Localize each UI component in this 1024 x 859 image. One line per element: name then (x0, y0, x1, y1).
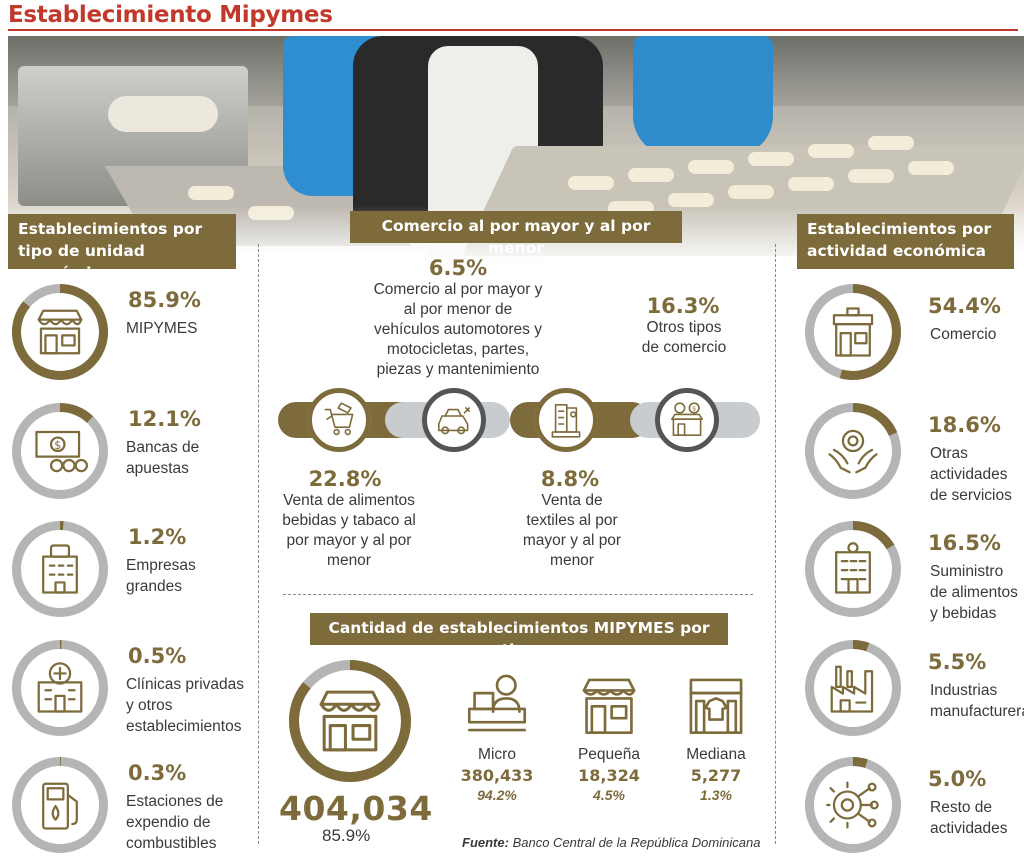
right-label-1: Comercio (930, 326, 997, 343)
left-ring-2: $ (12, 403, 108, 499)
left-ring-4 (12, 640, 108, 736)
type-pct-1: 94.2% (477, 787, 517, 803)
center-bubble-4: $ (655, 388, 719, 452)
source-note: Fuente: Banco Central de la República Do… (462, 835, 760, 850)
left-pct-1: 85.9% (128, 288, 201, 312)
left-label-5: Estaciones de expendio de combustibles (126, 793, 224, 852)
left-pct-5: 0.3% (128, 761, 187, 785)
source-label: Fuente: (462, 835, 509, 850)
ring-value-arc (289, 660, 411, 782)
left-label-3: Empresas grandes (126, 557, 196, 595)
center-pct-1: 22.8% (308, 467, 382, 491)
type-count-3: 5,277 (690, 766, 742, 785)
svg-text:$: $ (692, 404, 696, 412)
center-panel-header: Comercio al por mayor y al por menor (350, 211, 682, 257)
center-bubble-1 (307, 388, 371, 452)
office-building-icon (32, 541, 88, 597)
hotel-icon (825, 541, 881, 597)
ring-value-arc (805, 403, 901, 499)
mipymes-total-ring (289, 660, 411, 782)
right-label-3: Suministro de alimentos y bebidas (930, 563, 1018, 622)
type-name-1: Micro (478, 746, 516, 763)
type-pct-3: 1.3% (700, 787, 732, 803)
center-pct-3: 8.8% (540, 467, 600, 491)
ring-value-arc (805, 521, 901, 617)
center-label-1: Venta de alimentos bebidas y tabaco al p… (282, 492, 416, 569)
ring-value-arc (12, 757, 108, 853)
divider-center (283, 594, 753, 595)
gear-network-icon (825, 777, 881, 833)
commerce-icon: $ (667, 400, 707, 440)
page-title: Establecimiento Mipymes (8, 2, 333, 28)
right-label-4: Industrias manufactureras (930, 682, 1024, 720)
ring-value-arc (805, 284, 901, 380)
type-pct-2: 4.5% (593, 787, 625, 803)
ring-value-arc (805, 757, 901, 853)
center-label-3: Venta de textiles al por mayor y al por … (522, 492, 622, 569)
right-ring-3 (805, 521, 901, 617)
total-count: 404,034 (279, 789, 433, 828)
storefront-icon (32, 304, 88, 360)
cashier-icon (464, 672, 530, 743)
svg-text:$: $ (54, 439, 61, 452)
center-bubble-3 (534, 388, 598, 452)
right-label-2: Otras actividades de servicios (930, 445, 1012, 504)
ring-value-arc (12, 403, 108, 499)
bakery-photo (8, 36, 1024, 266)
right-ring-2 (805, 403, 901, 499)
hospital-icon (32, 660, 88, 716)
ring-value-arc (805, 640, 901, 736)
type-name-2: Pequeña (577, 746, 641, 763)
center-label-4: Otros tipos de comercio (641, 319, 727, 356)
center-bubble-2 (422, 388, 486, 452)
car-repair-icon (434, 400, 474, 440)
type-name-3: Mediana (686, 746, 746, 763)
clothing-store-icon (683, 672, 749, 743)
right-ring-4 (805, 640, 901, 736)
left-pct-4: 0.5% (128, 644, 187, 668)
center-pct-4: 16.3% (646, 294, 720, 318)
left-label-4: Clínicas privadas y otros establecimient… (126, 676, 245, 735)
shop-icon (825, 304, 881, 360)
left-pct-2: 12.1% (128, 407, 201, 431)
right-ring-5 (805, 757, 901, 853)
cash-lottery-icon: $ (32, 423, 88, 479)
center-label-2: Comercio al por mayor y al por menor de … (373, 281, 543, 378)
storefront-icon (312, 683, 388, 759)
bottom-panel-header: Cantidad de establecimientos MIPYMES por… (310, 613, 728, 659)
right-pct-4: 5.5% (928, 650, 987, 674)
left-label-2: Bancas de apuestas (126, 439, 200, 477)
right-pct-5: 5.0% (928, 767, 987, 791)
left-pct-3: 1.2% (128, 525, 187, 549)
ring-value-arc (12, 640, 108, 736)
right-ring-1 (805, 284, 901, 380)
factory-icon (825, 660, 881, 716)
divider-right (775, 244, 776, 844)
right-pct-1: 54.4% (928, 294, 1001, 318)
textile-icon (546, 400, 586, 440)
left-ring-5 (12, 757, 108, 853)
left-ring-1 (12, 284, 108, 380)
left-ring-3 (12, 521, 108, 617)
service-hands-icon (825, 423, 881, 479)
divider-left (258, 244, 259, 844)
right-panel-header: Establecimientos por actividad económica (797, 214, 1014, 269)
ring-value-arc (12, 284, 108, 380)
shopping-cart-icon (319, 400, 359, 440)
fuel-pump-icon (32, 777, 88, 833)
type-count-2: 18,324 (578, 766, 640, 785)
center-pct-2: 6.5% (428, 256, 488, 280)
right-pct-2: 18.6% (928, 413, 1001, 437)
title-rule (8, 29, 1018, 31)
small-store-icon (576, 672, 642, 743)
left-label-1: MIPYMES (126, 320, 198, 337)
right-label-5: Resto de actividades (930, 799, 1008, 837)
right-pct-3: 16.5% (928, 531, 1001, 555)
ring-value-arc (12, 521, 108, 617)
type-count-1: 380,433 (460, 766, 534, 785)
total-percent: 85.9% (322, 826, 371, 845)
source-text: Banco Central de la República Dominicana (512, 835, 761, 850)
left-panel-header: Establecimientos por tipo de unidad econ… (8, 214, 236, 282)
